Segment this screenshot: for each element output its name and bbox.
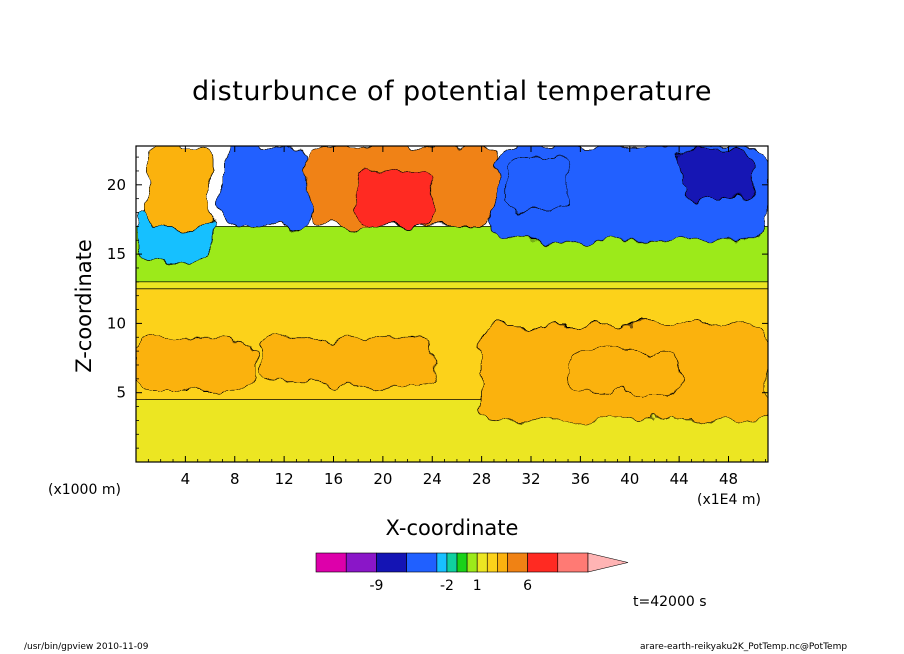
colorbar-tick-label: 6 (523, 578, 533, 594)
colorbar-swatch (436, 552, 448, 573)
x-tick-label: 32 (521, 470, 540, 488)
colorbar-swatch (557, 552, 589, 573)
x-axis-scale-label: (x1E4 m) (697, 492, 761, 508)
x-tick-label: 4 (181, 470, 191, 488)
colorbar-tick-label: 1 (472, 578, 482, 594)
colorbar-swatch (527, 552, 559, 573)
field-region (505, 156, 569, 213)
y-tick-label: 5 (116, 384, 126, 402)
colorbar-swatch (406, 552, 438, 573)
contour-field (136, 146, 768, 462)
x-axis-label: X-coordinate (385, 516, 519, 540)
field-region (567, 350, 680, 394)
colorbar-swatch (476, 552, 488, 573)
colorbar-swatch (315, 552, 347, 573)
colorbar-swatch (446, 552, 458, 573)
colorbar-swatch (507, 552, 528, 573)
footer-right: arare-earth-reikyaku2K_PotTemp.nc@PotTem… (640, 642, 848, 652)
field-region (259, 336, 433, 387)
field-region (136, 336, 255, 394)
y-tick-label: 15 (107, 245, 126, 263)
x-tick-label: 8 (230, 470, 240, 488)
field-region (147, 146, 211, 227)
field-region (678, 149, 754, 200)
colorbar-tick-label: -2 (439, 578, 454, 594)
colorbar-swatch (486, 552, 498, 573)
x-tick-label: 28 (472, 470, 491, 488)
colorbar (315, 552, 629, 573)
x-axis-unit-label: (x1000 m) (48, 482, 121, 498)
x-tick-label: 48 (719, 470, 738, 488)
x-tick-label: 44 (670, 470, 689, 488)
y-tick-label: 20 (107, 176, 126, 194)
plot-frame (135, 145, 769, 463)
y-tick-label: 10 (107, 314, 126, 332)
footer-left: /usr/bin/gpview 2010-11-09 (24, 642, 149, 652)
x-tick-label: 36 (571, 470, 590, 488)
colorbar-swatch (456, 552, 468, 573)
colorbar-extend-arrow (587, 552, 629, 573)
x-tick-label: 16 (324, 470, 343, 488)
x-tick-label: 12 (275, 470, 294, 488)
x-tick-label: 24 (423, 470, 442, 488)
y-axis: 5 10 15 20 (107, 156, 768, 449)
x-tick-label: 20 (373, 470, 392, 488)
x-axis: 4 8 12 16 20 24 28 32 36 40 44 48 (147, 146, 766, 488)
colorbar-swatch (345, 552, 377, 573)
colorbar-swatch (497, 552, 508, 573)
chart-title: disturbunce of potential temperature (192, 76, 712, 107)
field-region (357, 170, 433, 227)
x-tick-label: 40 (620, 470, 639, 488)
time-annotation: t=42000 s (633, 594, 707, 610)
colorbar-swatch (376, 552, 407, 573)
colorbar-swatch (466, 552, 478, 573)
field-region (222, 146, 310, 227)
colorbar-tick-label: -9 (369, 578, 384, 594)
